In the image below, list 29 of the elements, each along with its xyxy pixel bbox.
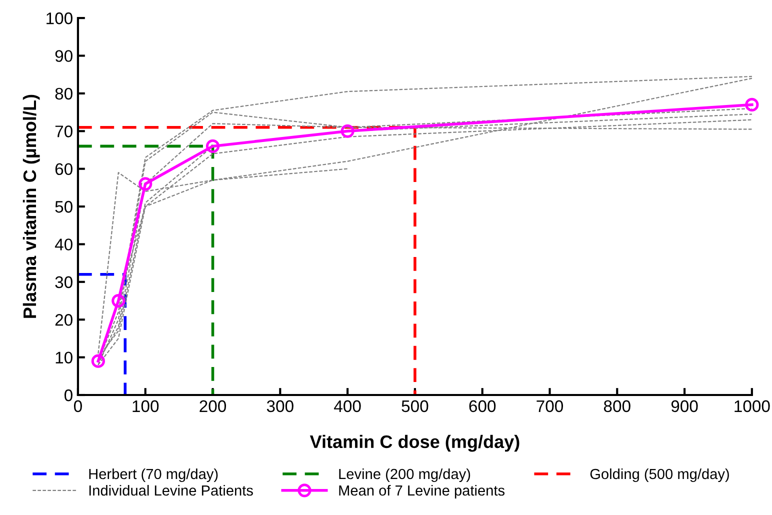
x-axis-title: Vitamin C dose (mg/day): [310, 434, 520, 452]
x-tick-label: 300: [266, 400, 294, 412]
y-tick-label: 10: [56, 352, 72, 364]
legend-label: Herbert (70 mg/day): [89, 468, 218, 482]
legend-label: Golding (500 mg/day): [590, 468, 729, 482]
y-tick-label: 50: [55, 200, 72, 213]
x-tick-label: 500: [402, 400, 428, 412]
x-tick-label: 1000: [734, 400, 770, 412]
legend-label: Mean of 7 Levine patients: [339, 484, 505, 499]
x-tick-label: 600: [469, 400, 496, 412]
y-axis-title: Plasma vitamin C (µmol/L): [22, 94, 40, 318]
x-tick-label: 200: [200, 400, 226, 412]
y-tick-label: 30: [55, 276, 72, 288]
legend-label: Individual Levine Patients: [89, 484, 253, 496]
y-tick-label: 0: [64, 389, 72, 402]
x-tick-label: 0: [74, 400, 82, 412]
x-tick-label: 100: [132, 400, 159, 412]
x-tick-label: 700: [536, 400, 563, 412]
y-tick-label: 100: [46, 12, 72, 24]
y-tick-label: 70: [55, 126, 72, 138]
y-tick-label: 80: [55, 88, 72, 100]
y-tick-label: 40: [54, 238, 72, 250]
y-tick-label: 60: [55, 163, 72, 176]
x-tick-label: 900: [671, 400, 698, 412]
y-tick-label: 20: [55, 314, 72, 326]
y-tick-label: 90: [55, 50, 72, 62]
x-tick-label: 400: [334, 400, 361, 412]
legend-label: Levine (200 mg/day): [339, 468, 470, 482]
x-tick-label: 800: [604, 400, 630, 412]
